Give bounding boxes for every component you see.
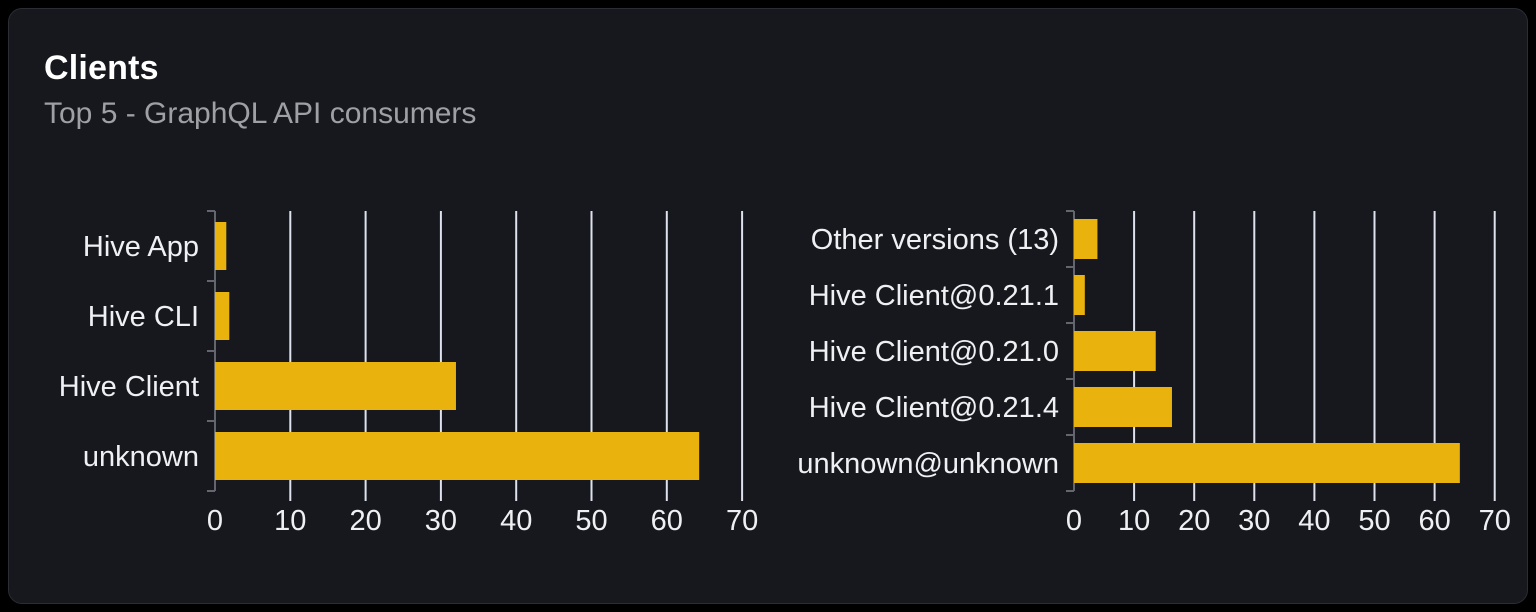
x-tick-label: 40: [1298, 505, 1330, 537]
category-label: Hive App: [83, 231, 199, 263]
x-tick-label: 20: [349, 505, 381, 537]
category-label: Hive Client@0.21.4: [809, 392, 1059, 424]
x-tick-label: 70: [1479, 505, 1511, 537]
card-subtitle: Top 5 - GraphQL API consumers: [44, 97, 477, 130]
bar-hive-client-0-21-1[interactable]: [1074, 275, 1085, 315]
category-label: unknown@unknown: [797, 448, 1059, 480]
category-label: unknown: [83, 441, 199, 473]
clients-by-name-y-axis: [207, 210, 216, 492]
bar-unknown[interactable]: [215, 432, 700, 480]
x-tick-label: 0: [207, 505, 223, 537]
x-tick-label: 50: [575, 505, 607, 537]
clients-by-version-x-tick-labels: 0 10 20 30 40 50 60 70: [1066, 505, 1511, 537]
x-tick-label: 60: [1418, 505, 1450, 537]
bar-unknown-unknown[interactable]: [1074, 443, 1460, 483]
category-label: Hive Client@0.21.0: [809, 336, 1059, 368]
clients-by-name-category-labels: Hive App Hive CLI Hive Client unknown: [59, 231, 199, 473]
category-label: Hive CLI: [88, 301, 199, 333]
x-tick-label: 30: [1238, 505, 1270, 537]
x-tick-label: 70: [726, 505, 758, 537]
bar-hive-app[interactable]: [215, 222, 227, 270]
bar-hive-client-0-21-0[interactable]: [1074, 331, 1156, 371]
bar-hive-client[interactable]: [215, 362, 456, 410]
bar-hive-client-0-21-4[interactable]: [1074, 387, 1172, 427]
clients-by-version-y-axis: [1066, 210, 1075, 492]
x-tick-label: 30: [425, 505, 457, 537]
category-label: Other versions (13): [811, 224, 1059, 256]
x-tick-label: 60: [651, 505, 683, 537]
x-tick-label: 50: [1358, 505, 1390, 537]
x-tick-label: 10: [1118, 505, 1150, 537]
clients-by-version-chart: Other versions (13) Hive Client@0.21.1 Hiv…: [797, 210, 1511, 537]
category-label: Hive Client: [59, 371, 199, 403]
clients-by-name-x-tick-labels: 0 10 20 30 40 50 60 70: [207, 505, 758, 537]
card-title: Clients: [44, 49, 159, 87]
bar-hive-cli[interactable]: [215, 292, 230, 340]
x-tick-label: 20: [1178, 505, 1210, 537]
x-tick-label: 0: [1066, 505, 1082, 537]
x-tick-label: 10: [274, 505, 306, 537]
bar-other-versions-13-[interactable]: [1074, 219, 1098, 259]
clients-by-version-bars: [1074, 219, 1460, 483]
category-label: Hive Client@0.21.1: [809, 280, 1059, 312]
x-tick-label: 40: [500, 505, 532, 537]
clients-card: Clients Top 5 - GraphQL API consumers Hi…: [8, 8, 1528, 604]
clients-by-name-bars: [215, 222, 700, 480]
clients-by-version-category-labels: Other versions (13) Hive Client@0.21.1 Hiv…: [797, 224, 1059, 480]
